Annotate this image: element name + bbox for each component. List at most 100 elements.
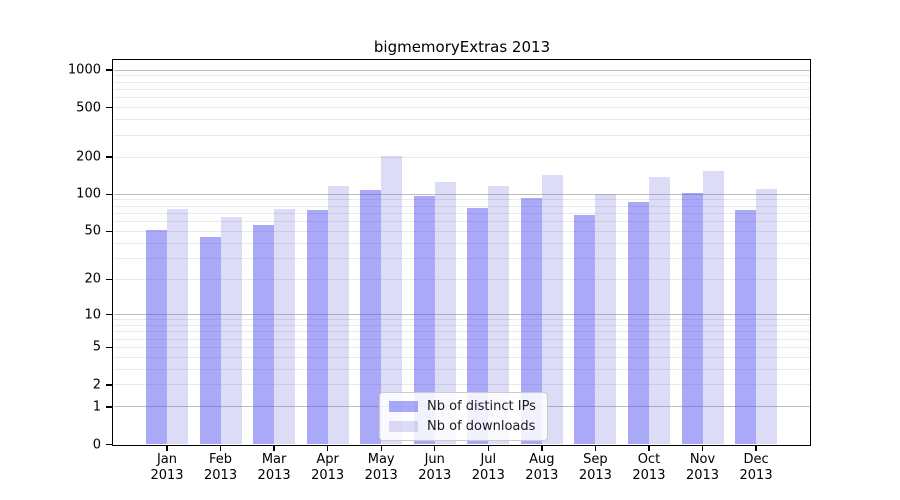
y-tick-mark bbox=[106, 278, 112, 281]
bar-distinct-ips-nov bbox=[681, 192, 703, 445]
bar-downloads-jul bbox=[488, 185, 510, 445]
x-tick-mark bbox=[648, 445, 650, 451]
x-tick-mark bbox=[755, 445, 757, 451]
bar-downloads-mar bbox=[274, 209, 296, 445]
x-tick-label-dec: Dec 2013 bbox=[739, 452, 773, 483]
x-tick-label-sep: Sep 2013 bbox=[578, 452, 612, 483]
bar-downloads-sep bbox=[595, 194, 617, 445]
x-tick-label-jan: Jan 2013 bbox=[150, 452, 184, 483]
bar-downloads-apr bbox=[327, 186, 349, 445]
bar-distinct-ips-dec bbox=[735, 210, 757, 445]
gridline-minor bbox=[114, 107, 810, 109]
gridline-minor bbox=[114, 199, 810, 201]
gridline-minor bbox=[114, 324, 810, 326]
x-tick-label-may: May 2013 bbox=[364, 452, 398, 483]
y-tick-mark bbox=[106, 193, 112, 196]
bar-downloads-dec bbox=[756, 189, 778, 445]
bar-downloads-aug bbox=[541, 175, 563, 445]
x-tick-mark bbox=[326, 445, 329, 451]
legend-item-downloads: Nb of downloads bbox=[389, 419, 536, 434]
y-tick-label: 2 bbox=[92, 377, 101, 393]
gridline-minor bbox=[114, 346, 810, 348]
y-tick-label: 20 bbox=[84, 271, 101, 287]
gridline-major bbox=[114, 193, 810, 195]
gridline-minor bbox=[114, 205, 810, 207]
bar-downloads-may bbox=[381, 156, 403, 445]
bar-distinct-ips-mar bbox=[253, 225, 275, 445]
y-tick-label: 100 bbox=[76, 186, 101, 202]
bar-distinct-ips-jul bbox=[467, 207, 489, 445]
x-tick-label-jun: Jun 2013 bbox=[418, 452, 452, 483]
gridline-major bbox=[114, 69, 810, 71]
y-tick-label: 5 bbox=[92, 339, 101, 355]
y-tick-mark bbox=[106, 384, 112, 386]
y-tick-mark bbox=[106, 406, 112, 408]
bar-distinct-ips-may bbox=[360, 190, 382, 445]
x-tick-label-apr: Apr 2013 bbox=[311, 452, 345, 483]
bar-distinct-ips-sep bbox=[574, 214, 596, 445]
gridline-minor bbox=[114, 278, 810, 280]
bar-distinct-ips-aug bbox=[520, 197, 542, 445]
y-tick-label: 500 bbox=[76, 100, 101, 116]
y-tick-mark bbox=[106, 230, 112, 233]
gridline-minor bbox=[114, 319, 810, 321]
y-tick-mark bbox=[106, 346, 112, 349]
gridline-minor bbox=[114, 338, 810, 340]
gridline-minor bbox=[114, 134, 810, 136]
chart-title: bigmemoryExtras 2013 bbox=[373, 38, 551, 56]
x-tick-label-mar: Mar 2013 bbox=[257, 452, 291, 483]
bar-distinct-ips-apr bbox=[306, 210, 328, 445]
bar-downloads-nov bbox=[702, 170, 724, 445]
x-tick-label-jul: Jul 2013 bbox=[471, 452, 505, 483]
bar-distinct-ips-jun bbox=[413, 195, 435, 445]
bar-downloads-jun bbox=[434, 182, 456, 445]
gridline-minor bbox=[114, 368, 810, 370]
gridline-minor bbox=[114, 75, 810, 77]
x-tick-mark bbox=[380, 445, 382, 451]
x-tick-mark bbox=[434, 445, 436, 451]
y-tick-label: 10 bbox=[84, 307, 101, 323]
gridline-minor bbox=[114, 331, 810, 333]
gridline-minor bbox=[114, 242, 810, 244]
y-tick-mark bbox=[106, 106, 112, 109]
legend: Nb of distinct IPs Nb of downloads bbox=[379, 392, 548, 441]
bar-distinct-ips-jan bbox=[146, 230, 167, 445]
x-tick-label-oct: Oct 2013 bbox=[632, 452, 666, 483]
x-tick-mark bbox=[487, 445, 489, 451]
y-tick-mark bbox=[106, 313, 112, 316]
gridline-minor bbox=[114, 81, 810, 83]
bar-downloads-feb bbox=[220, 217, 242, 445]
legend-swatch-downloads bbox=[389, 421, 418, 432]
bar-downloads-oct bbox=[648, 177, 670, 445]
x-tick-mark bbox=[166, 445, 168, 451]
gridline-major bbox=[114, 314, 810, 316]
gridline-minor bbox=[114, 230, 810, 232]
gridline-minor bbox=[114, 88, 810, 90]
x-tick-label-aug: Aug 2013 bbox=[525, 452, 559, 483]
y-tick-label: 50 bbox=[84, 223, 101, 239]
legend-swatch-distinct-ips bbox=[389, 401, 418, 412]
y-tick-label: 1000 bbox=[67, 62, 101, 78]
gridline-minor bbox=[114, 156, 810, 158]
gridline-minor bbox=[114, 97, 810, 99]
y-tick-mark bbox=[106, 69, 112, 71]
legend-label-downloads: Nb of downloads bbox=[427, 419, 536, 434]
gridline-minor bbox=[114, 384, 810, 386]
bar-distinct-ips-oct bbox=[627, 202, 649, 445]
gridline-minor bbox=[114, 221, 810, 223]
x-tick-mark bbox=[541, 445, 543, 451]
x-tick-label-nov: Nov 2013 bbox=[685, 452, 720, 483]
bar-downloads-jan bbox=[167, 209, 188, 445]
bar-distinct-ips-feb bbox=[199, 236, 221, 445]
y-tick-label: 200 bbox=[76, 149, 101, 165]
y-tick-label: 0 bbox=[92, 437, 101, 452]
gridline-minor bbox=[114, 212, 810, 214]
y-tick-mark bbox=[106, 443, 112, 446]
y-tick-label: 1 bbox=[92, 399, 101, 415]
x-tick-label-feb: Feb 2013 bbox=[204, 452, 238, 483]
gridline-minor bbox=[114, 356, 810, 358]
x-tick-mark bbox=[701, 445, 704, 451]
legend-item-distinct-ips: Nb of distinct IPs bbox=[389, 399, 536, 414]
gridline-minor bbox=[114, 257, 810, 259]
